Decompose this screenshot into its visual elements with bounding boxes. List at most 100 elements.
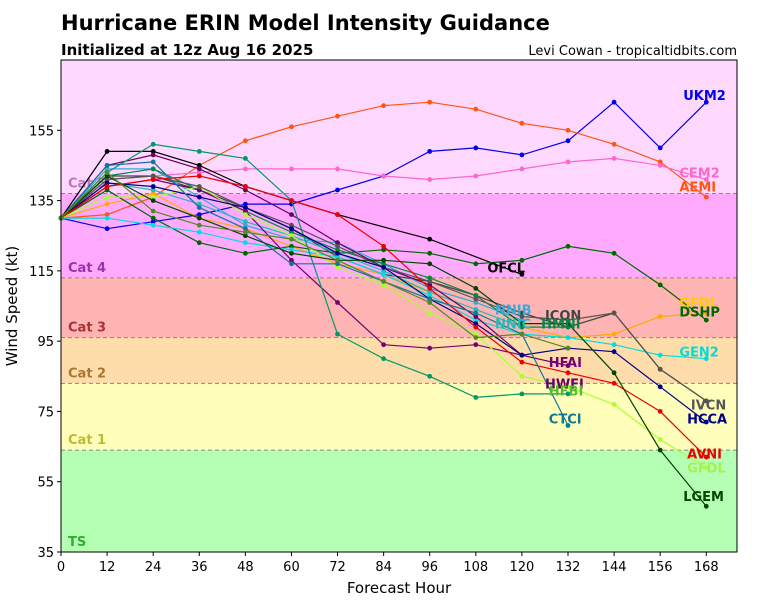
data-point	[427, 279, 433, 284]
x-tick-label: 24	[145, 560, 162, 575]
model-label-lgem: LGEM	[683, 490, 724, 505]
data-point	[519, 152, 525, 158]
data-point	[611, 141, 617, 147]
data-point	[427, 275, 433, 281]
data-point	[611, 370, 617, 376]
data-point	[150, 149, 156, 154]
data-point	[243, 226, 248, 232]
y-tick-label: 135	[29, 195, 54, 210]
series-hfbi	[58, 184, 709, 471]
data-point	[104, 215, 110, 221]
x-tick-label: 72	[329, 560, 346, 575]
data-point	[703, 454, 709, 460]
series-line	[60, 143, 568, 399]
x-tick-label: 48	[237, 560, 254, 575]
data-point	[289, 124, 294, 130]
data-point	[243, 138, 248, 144]
data-point	[335, 166, 340, 172]
data-point	[381, 103, 386, 109]
data-point	[381, 261, 386, 267]
data-point	[519, 166, 525, 172]
data-point	[473, 342, 479, 348]
data-point	[565, 321, 571, 326]
data-point	[703, 194, 709, 200]
data-point	[104, 177, 110, 182]
band-cat-2	[61, 337, 737, 384]
data-point	[381, 272, 386, 277]
data-point	[657, 159, 663, 165]
data-point	[243, 184, 248, 189]
data-point	[611, 402, 617, 407]
data-point	[703, 177, 709, 182]
data-point	[243, 219, 248, 225]
data-point	[104, 212, 110, 218]
data-point	[196, 222, 202, 228]
series-line	[60, 171, 569, 349]
data-point	[703, 317, 709, 323]
x-tick-label: 12	[99, 560, 116, 575]
data-point	[150, 219, 156, 225]
data-point	[196, 215, 202, 221]
model-label-ukm2: UKM2	[683, 89, 726, 104]
band-ts	[61, 450, 737, 552]
data-point	[611, 331, 617, 337]
data-point	[289, 250, 294, 256]
x-tick-label: 96	[421, 560, 438, 575]
data-point	[381, 247, 386, 253]
model-label-hmni: HMNI	[541, 318, 581, 333]
data-point	[381, 173, 386, 179]
data-point	[427, 373, 433, 379]
model-label-nnib: NNIB	[495, 304, 532, 319]
series-aemi	[58, 99, 709, 221]
data-point	[289, 261, 294, 267]
data-point	[611, 342, 617, 348]
data-point	[703, 310, 709, 316]
model-label-hcca: HCCA	[687, 412, 727, 427]
data-point	[565, 363, 571, 369]
data-point	[519, 331, 525, 337]
data-point	[473, 331, 479, 337]
data-point	[150, 184, 156, 189]
data-point	[381, 356, 386, 362]
data-point	[196, 163, 202, 168]
data-point	[427, 310, 433, 316]
data-point	[473, 335, 479, 340]
x-tick-label: 84	[375, 560, 392, 575]
data-point	[611, 349, 617, 355]
data-point	[519, 317, 525, 323]
data-point	[289, 226, 294, 232]
data-point	[289, 233, 294, 239]
model-label-dshp: DSHP	[679, 305, 720, 320]
data-point	[335, 212, 340, 218]
series-gem-olive	[58, 170, 571, 351]
model-label-nnic: NNIC	[495, 318, 531, 333]
data-point	[565, 423, 571, 428]
data-point	[565, 243, 571, 249]
data-point	[473, 293, 479, 298]
data-point	[657, 384, 663, 390]
data-point	[657, 447, 663, 453]
x-tick-label: 156	[648, 560, 673, 575]
data-point	[150, 191, 156, 196]
model-label-ivcn: IVCN	[691, 398, 726, 413]
data-point	[427, 250, 433, 256]
data-point	[289, 212, 294, 218]
data-point	[703, 465, 709, 471]
data-point	[565, 127, 571, 133]
data-point	[196, 166, 202, 172]
chart-subtitle: Initialized at 12z Aug 16 2025	[61, 41, 313, 59]
data-point	[519, 359, 525, 365]
data-point	[381, 268, 386, 274]
data-point	[335, 300, 340, 305]
data-point	[335, 243, 340, 249]
intensity-bands	[61, 60, 737, 552]
x-tick-label: 144	[602, 560, 627, 575]
data-point	[150, 152, 156, 158]
x-axis-ticks: 0 12 24 36 48 60 72 84 96 108 120 132 144 156 168	[57, 552, 719, 575]
data-point	[565, 370, 571, 376]
data-point	[519, 324, 525, 330]
model-label-ctci: CTCI	[549, 412, 582, 427]
band-cat-1	[61, 383, 737, 451]
data-point	[611, 99, 617, 105]
